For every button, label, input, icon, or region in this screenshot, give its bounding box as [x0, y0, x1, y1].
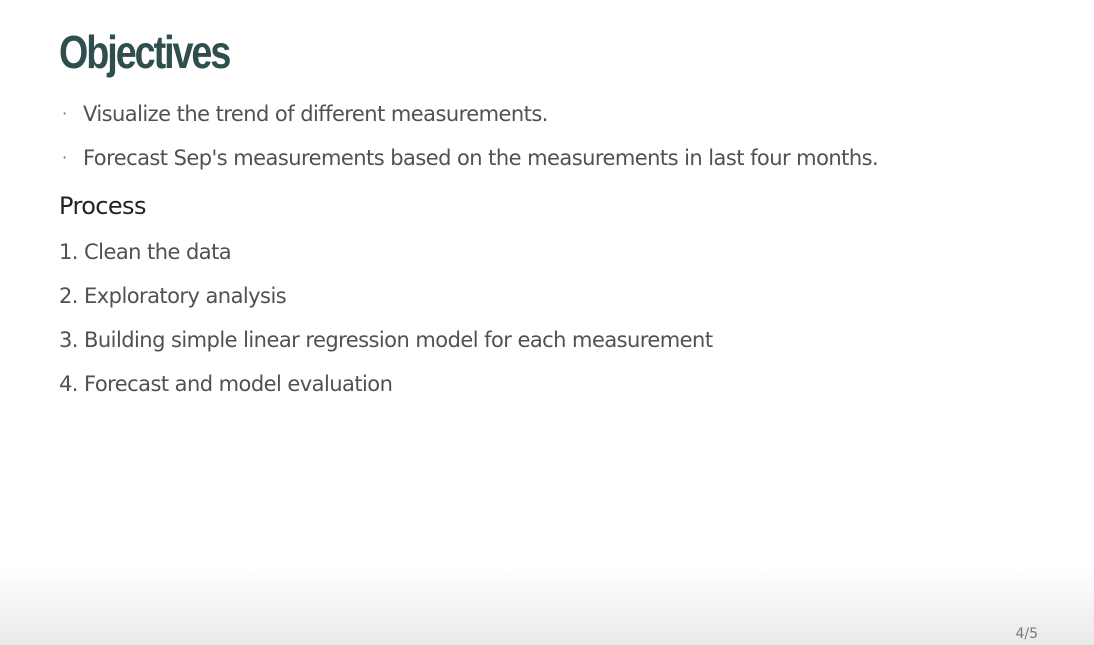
objectives-list: · Visualize the trend of different measu… [59, 100, 879, 188]
objective-item: · Visualize the trend of different measu… [59, 100, 878, 128]
page-number: 4/5 [1015, 626, 1038, 642]
slide-title: Objectives [59, 26, 231, 78]
slide-footer: 4/5 [0, 565, 1094, 645]
bullet-dot-icon: · [62, 148, 67, 167]
objective-item: · Forecast Sep's measurements based on t… [59, 144, 879, 172]
process-heading: Process [59, 192, 146, 220]
process-step: 1. Clean the data [59, 240, 232, 264]
process-step: 3. Building simple linear regression mod… [59, 328, 713, 352]
objective-text: Forecast Sep's measurements based on the… [83, 146, 879, 170]
bullet-dot-icon: · [62, 104, 67, 123]
process-step: 4. Forecast and model evaluation [59, 372, 393, 396]
process-step: 2. Exploratory analysis [59, 284, 287, 308]
process-steps-list: 1. Clean the data 2. Exploratory analysi… [59, 238, 713, 414]
objective-text: Visualize the trend of different measure… [83, 102, 548, 126]
